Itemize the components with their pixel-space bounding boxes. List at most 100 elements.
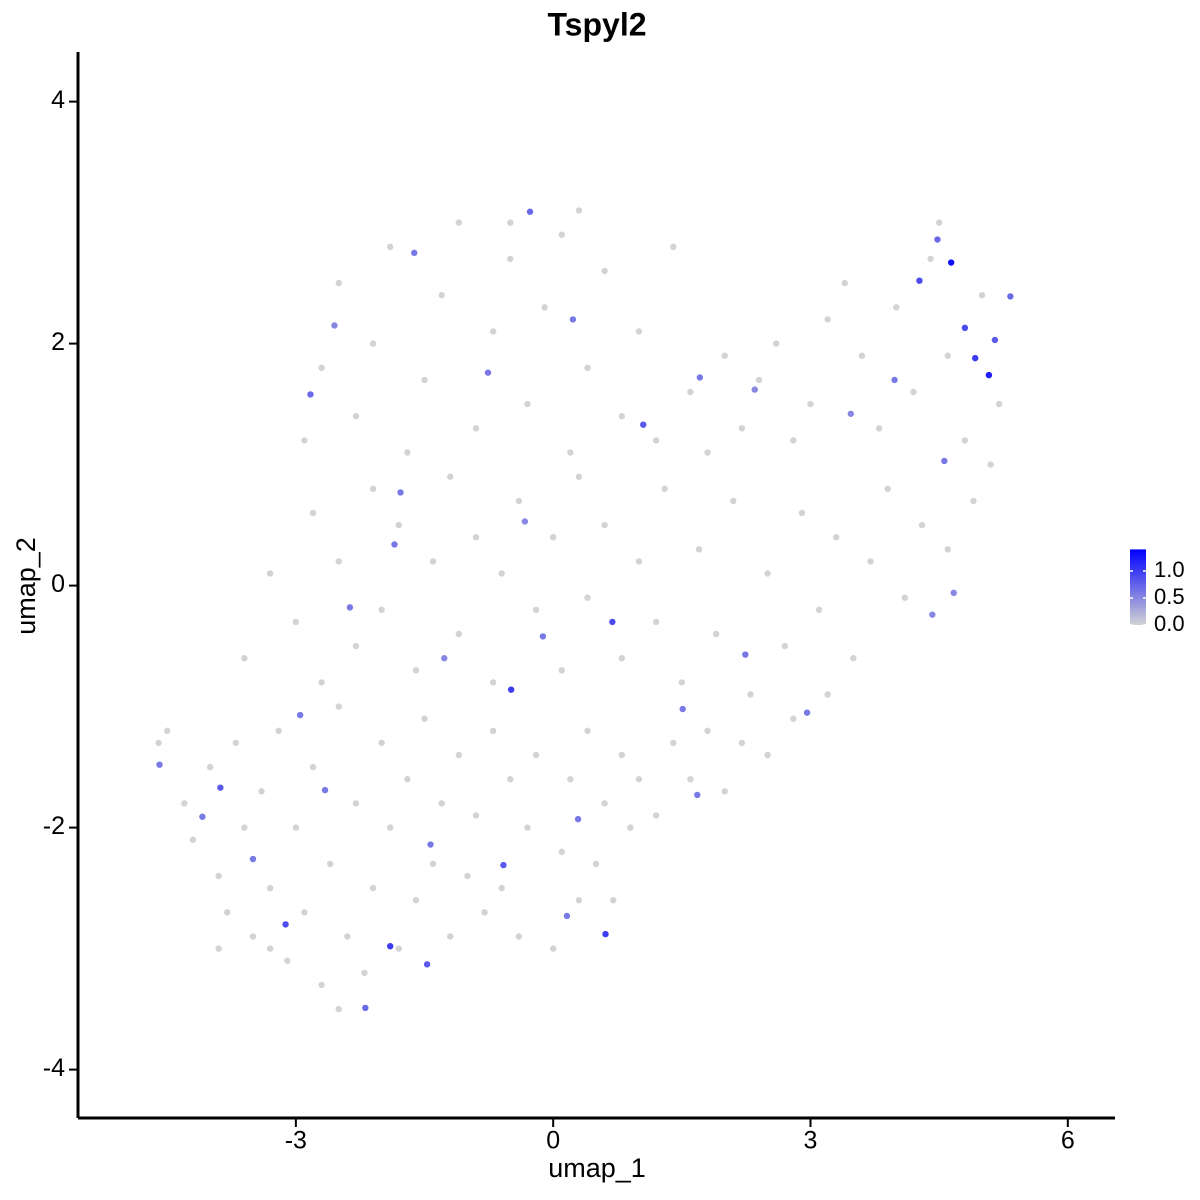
- point: [824, 316, 831, 323]
- point: [751, 386, 758, 393]
- point: [747, 691, 754, 698]
- point: [387, 243, 394, 251]
- y-axis-title: umap_2: [11, 537, 41, 635]
- point: [472, 534, 480, 541]
- point: [781, 642, 788, 650]
- point: [423, 961, 431, 968]
- point: [584, 364, 591, 372]
- point: [472, 425, 480, 432]
- point: [352, 642, 360, 650]
- point: [249, 855, 257, 863]
- point: [891, 376, 898, 384]
- point: [472, 812, 480, 819]
- point: [284, 957, 291, 964]
- point: [985, 371, 993, 379]
- point: [321, 786, 329, 794]
- point: [318, 981, 325, 989]
- point: [296, 711, 304, 719]
- point: [507, 776, 514, 783]
- point: [824, 691, 831, 698]
- point: [378, 606, 385, 614]
- point: [521, 518, 529, 525]
- point: [847, 410, 855, 417]
- point: [489, 727, 497, 735]
- point: [258, 788, 265, 795]
- point: [971, 354, 979, 362]
- x-tick-label: 3: [804, 1127, 818, 1155]
- point: [515, 933, 523, 940]
- point: [927, 255, 934, 263]
- point: [618, 751, 626, 759]
- point: [515, 497, 523, 505]
- point: [429, 558, 437, 565]
- point: [395, 945, 402, 952]
- point: [352, 413, 360, 420]
- point: [755, 376, 763, 384]
- point: [549, 945, 557, 952]
- point: [721, 788, 728, 795]
- point: [387, 824, 394, 831]
- point: [266, 570, 274, 577]
- point: [567, 776, 574, 783]
- point: [850, 655, 857, 662]
- point: [884, 485, 891, 493]
- point: [412, 897, 420, 904]
- point: [532, 606, 540, 614]
- point: [464, 872, 471, 880]
- point: [841, 279, 849, 287]
- point: [721, 352, 728, 359]
- point: [704, 727, 711, 735]
- point: [447, 933, 454, 940]
- point: [567, 449, 574, 456]
- point: [867, 558, 874, 565]
- point: [441, 655, 448, 662]
- point: [309, 509, 317, 517]
- point: [934, 236, 941, 243]
- point: [569, 316, 577, 323]
- colorbar: [1130, 549, 1146, 625]
- point: [950, 589, 957, 597]
- point: [704, 449, 711, 456]
- point: [695, 546, 703, 553]
- point: [455, 630, 463, 638]
- point: [335, 1005, 342, 1013]
- point: [455, 751, 463, 759]
- point: [397, 489, 404, 496]
- point: [507, 686, 515, 693]
- point: [387, 942, 394, 950]
- point: [712, 630, 720, 638]
- point: [352, 800, 360, 807]
- point: [991, 336, 999, 344]
- point: [282, 921, 289, 928]
- colorbar-label: 1.0: [1154, 557, 1185, 582]
- point: [916, 277, 923, 284]
- point: [807, 400, 814, 408]
- point: [438, 800, 445, 807]
- point: [652, 437, 660, 444]
- point: [944, 352, 951, 359]
- point: [652, 812, 660, 819]
- point: [601, 267, 608, 275]
- point: [738, 425, 746, 432]
- point: [164, 727, 171, 735]
- point: [609, 618, 616, 626]
- point: [241, 824, 248, 831]
- point: [575, 207, 583, 214]
- point: [918, 521, 926, 529]
- x-axis-title: umap_1: [548, 1153, 646, 1183]
- point: [875, 425, 883, 432]
- point: [507, 255, 514, 263]
- point: [489, 679, 497, 686]
- y-tick-label: 0: [51, 570, 65, 598]
- point: [601, 800, 608, 807]
- point: [266, 884, 274, 892]
- x-tick-label: -3: [285, 1127, 307, 1155]
- y-tick-label: 4: [51, 86, 65, 114]
- point: [395, 521, 402, 529]
- point: [421, 376, 428, 384]
- x-tick-label: 6: [1061, 1127, 1075, 1155]
- point: [526, 208, 534, 215]
- point: [241, 655, 248, 662]
- point: [224, 909, 231, 916]
- point: [335, 703, 342, 710]
